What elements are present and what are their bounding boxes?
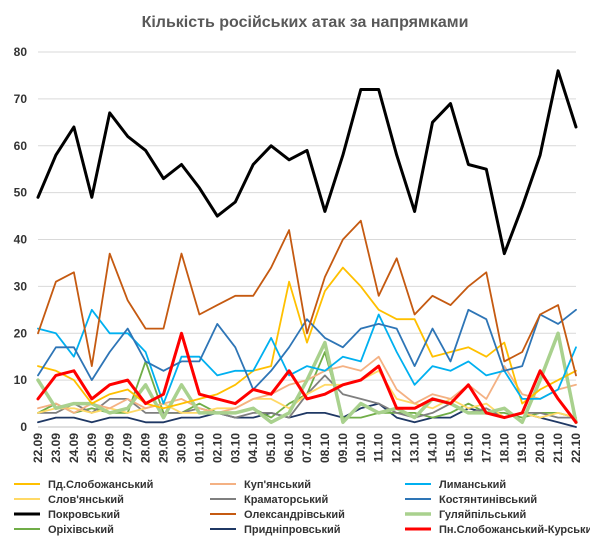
legend-label: Слов'янський xyxy=(48,494,124,506)
x-tick-label: 20.10 xyxy=(533,433,547,463)
y-tick-label: 60 xyxy=(14,139,28,153)
legend-item: Гуляйпільський xyxy=(405,509,526,521)
legend-label: Придніпровський xyxy=(244,524,341,536)
y-tick-label: 40 xyxy=(14,233,28,247)
x-tick-label: 09.10 xyxy=(336,433,350,463)
legend-item: Костянтинівський xyxy=(405,494,537,506)
legend-label: Пд.Слобожанський xyxy=(48,479,153,491)
x-tick-label: 10.10 xyxy=(354,433,368,463)
x-tick-label: 14.10 xyxy=(426,433,440,463)
x-axis-ticks: 22.09 23.09 24.09 25.09 26.09 27.09 28.09 29.09… xyxy=(31,433,583,463)
series-line-оріхівський xyxy=(37,351,577,419)
x-tick-label: 06.10 xyxy=(282,433,296,463)
legend-item: Покровський xyxy=(14,509,120,521)
x-tick-label: 02.10 xyxy=(210,433,224,463)
y-axis-ticks: 0 10 20 30 40 50 60 70 80 xyxy=(14,45,28,434)
x-tick-label: 25.09 xyxy=(85,433,99,463)
x-tick-label: 12.10 xyxy=(390,433,404,463)
legend-item: Куп'янський xyxy=(210,479,311,491)
x-tick-label: 04.10 xyxy=(246,433,260,463)
legend-item: Лиманський xyxy=(405,479,506,491)
legend-label: Куп'янський xyxy=(244,479,311,491)
legend-label: Костянтинівський xyxy=(439,494,537,506)
x-tick-label: 22.09 xyxy=(31,433,45,463)
legend-label: Пн.Слобожанський-Курський xyxy=(439,524,590,536)
y-tick-label: 70 xyxy=(14,92,28,106)
x-tick-label: 08.10 xyxy=(318,433,332,463)
series-line-лиманський xyxy=(37,308,577,405)
x-tick-label: 28.09 xyxy=(139,433,153,463)
gridlines xyxy=(38,51,576,428)
series-lines xyxy=(36,69,578,428)
x-tick-label: 21.10 xyxy=(551,433,565,463)
legend-item: Слов'янський xyxy=(14,494,124,506)
x-tick-label: 24.09 xyxy=(67,433,81,463)
series-line-покровський xyxy=(36,69,578,256)
legend-item: Придніпровський xyxy=(210,524,341,536)
x-tick-label: 11.10 xyxy=(372,433,386,463)
x-tick-label: 01.10 xyxy=(192,433,206,463)
legend-label: Лиманський xyxy=(439,479,506,491)
x-tick-label: 03.10 xyxy=(228,433,242,463)
y-tick-label: 80 xyxy=(14,45,28,59)
legend-item: Краматорський xyxy=(210,494,328,506)
y-tick-label: 20 xyxy=(14,326,28,340)
chart-title: Кількість російських атак за напрямками xyxy=(142,14,469,31)
legend-label: Гуляйпільський xyxy=(439,509,526,521)
legend-item: Пд.Слобожанський xyxy=(14,479,153,491)
x-tick-label: 29.09 xyxy=(157,433,171,463)
x-tick-label: 07.10 xyxy=(300,433,314,463)
legend: Пд.Слобожанський Куп'янський Лиманський Сло… xyxy=(14,479,590,536)
series-line-пн-слобожанський-курський xyxy=(36,331,578,424)
x-tick-label: 17.10 xyxy=(479,433,493,463)
x-tick-label: 18.10 xyxy=(497,433,511,463)
x-tick-label: 30.09 xyxy=(174,433,188,463)
series-line-слов-янський xyxy=(37,369,577,419)
x-tick-label: 22.10 xyxy=(569,433,583,463)
series-line-костянтинівський xyxy=(37,308,577,391)
x-tick-label: 23.09 xyxy=(49,433,63,463)
y-tick-label: 30 xyxy=(14,279,28,293)
x-tick-label: 05.10 xyxy=(264,433,278,463)
legend-item: Оріхівський xyxy=(14,524,114,536)
legend-item: Олександрівський xyxy=(210,509,345,521)
series-line-олександрівський xyxy=(37,219,577,377)
legend-label: Покровський xyxy=(48,509,120,521)
x-tick-label: 13.10 xyxy=(408,433,422,463)
legend-item: Пн.Слобожанський-Курський xyxy=(405,524,590,536)
y-tick-label: 10 xyxy=(14,373,28,387)
x-tick-label: 26.09 xyxy=(103,433,117,463)
y-tick-label: 0 xyxy=(20,420,27,434)
x-tick-label: 27.09 xyxy=(121,433,135,463)
legend-label: Оріхівський xyxy=(48,524,114,536)
legend-label: Краматорський xyxy=(244,494,328,506)
x-tick-label: 16.10 xyxy=(461,433,475,463)
y-tick-label: 50 xyxy=(14,186,28,200)
x-tick-label: 19.10 xyxy=(515,433,529,463)
series-line-куп-янський xyxy=(37,355,577,414)
series-line-пд-слобожанський xyxy=(37,266,577,410)
legend-label: Олександрівський xyxy=(244,509,345,521)
x-tick-label: 15.10 xyxy=(443,433,457,463)
